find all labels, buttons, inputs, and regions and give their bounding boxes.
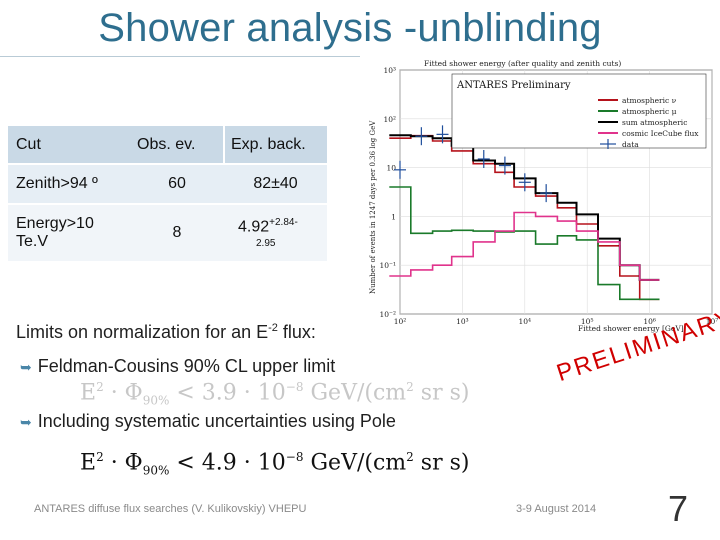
f2-unit-end: sr s) [413,450,470,476]
f1-phi-sub: 90% [142,393,170,408]
results-table: Cut Obs. ev. Exp. back. Zenith>94 º 60 8… [8,126,327,261]
f2-unit-sup: 2 [406,450,414,464]
bullet-text: Including systematic uncertainties using… [37,411,396,431]
legend-box [451,73,707,149]
y-tick-label: 10³ [383,66,396,75]
y-tick-label: 10⁻¹ [379,261,396,270]
y-ticks: 10³ 10² 10 1 10⁻¹ 10⁻² [379,66,396,319]
limits-heading-post: flux: [277,322,316,342]
series-line [389,211,660,281]
cell-obs: 60 [130,164,224,204]
data-points [394,125,553,203]
header-obs: Obs. ev. [130,126,225,164]
cell-exp: 82±40 [224,164,327,204]
f1-phi: · Φ [103,380,143,406]
legend-title: ANTARES Preliminary [456,80,571,91]
cell-exp: 4.92+2.84- 2.95 [224,204,327,261]
y-tick-label: 10⁻² [379,310,396,319]
f2-phi: · Φ [103,450,143,476]
cell-obs: 8 [130,204,224,261]
exp-sup: +2.84 [269,216,295,228]
header-cut: Cut [8,126,130,164]
formula-feldman-cousins: E2 · Φ90% < 3.9 · 10−8 GeV/(cm2 sr s) [80,380,469,408]
f1-rel: < 3.9 · 10 [169,380,286,406]
limits-heading-sup: -2 [268,322,278,334]
footer-left: ANTARES diffuse flux searches (V. Kuliko… [34,503,307,515]
bullet-text: Feldman-Cousins 90% CL upper limit [37,356,336,376]
exp-sub: 2.95 [256,238,276,250]
table-row: Energy>10 Te.V 8 4.92+2.84- 2.95 [8,204,327,261]
f2-unit: GeV/(cm [303,450,407,476]
bullet-item: ➥ Including systematic uncertainties usin… [20,411,396,432]
exp-dash: - [294,216,298,228]
f1-unit-end: sr s) [413,380,470,406]
bullet-icon: ➥ [20,359,32,375]
y-tick-label: 10² [383,115,396,124]
legend-label: sum atmospheric [622,118,687,127]
plot-title: Fitted shower energy (after quality and … [424,59,621,68]
limits-heading: Limits on normalization for an E-2 flux: [16,322,316,343]
f2-phi-sub: 90% [142,463,170,478]
bullet-icon: ➥ [20,414,32,430]
x-tick-label: 10⁴ [519,317,532,326]
x-tick-label: 10³ [456,317,469,326]
legend-label: data [622,140,639,149]
page-number: 7 [668,488,689,529]
legend-label: atmospheric ν [622,96,677,105]
f1-lhs-sup: 2 [96,380,104,394]
x-axis-label: Fitted shower energy [GeV] [578,324,684,333]
y-axis-label: Number of events in 1247 days per 0.36 l… [369,120,377,294]
slide-title: Shower analysis -unblinding [98,6,602,50]
footer-date: 3-9 August 2014 [516,503,597,515]
energy-histogram: Fitted shower energy (after quality and … [360,56,720,336]
cell-cut: Energy>10 Te.V [8,204,130,261]
f2-exp: −8 [285,450,304,464]
exp-main: 4.92 [238,218,270,236]
f2-lhs-sup: 2 [96,450,104,464]
y-tick-label: 10 [386,164,396,173]
cell-cut: Zenith>94 º [8,164,130,204]
f1-unit: GeV/(cm [303,380,407,406]
legend-entries: atmospheric ν atmospheric μ sum atmospheri… [598,96,699,149]
x-tick-label: 10⁶ [643,317,656,326]
x-tick-label: 10⁷ [706,317,719,326]
table-row: Zenith>94 º 60 82±40 [8,164,327,204]
cut-line-1: Energy>10 [16,215,94,232]
f2-rel: < 4.9 · 10 [169,450,286,476]
title-divider [0,56,560,57]
f2-lhs: E [80,450,97,476]
x-tick-label: 10⁵ [581,317,594,326]
f1-lhs: E [80,380,97,406]
legend-label: atmospheric μ [622,107,677,116]
formula-pole: E2 · Φ90% < 4.9 · 10−8 GeV/(cm2 sr s) [80,450,469,478]
y-tick-label: 1 [391,212,396,221]
header-exp: Exp. back. [224,126,327,164]
cut-line-2: Te.V [16,233,49,250]
x-tick-label: 10² [394,317,407,326]
legend-label: cosmic IceCube flux [622,129,699,138]
table-header-row: Cut Obs. ev. Exp. back. [8,126,327,164]
f1-unit-sup: 2 [406,380,414,394]
limits-heading-pre: Limits on normalization for an E [16,322,269,342]
bullet-item: ➥ Feldman-Cousins 90% CL upper limit [20,356,335,377]
f1-exp: −8 [285,380,304,394]
x-ticks: 10² 10³ 10⁴ 10⁵ 10⁶ 10⁷ [394,317,719,326]
